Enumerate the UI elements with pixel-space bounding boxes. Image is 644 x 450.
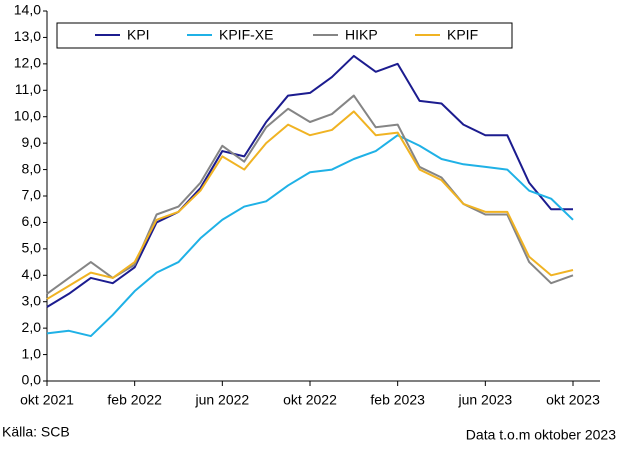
y-tick-label: 5,0 (22, 240, 42, 256)
y-tick-label: 10,0 (14, 107, 41, 123)
y-tick-label: 2,0 (22, 319, 42, 335)
series-line (46, 134, 574, 338)
x-tick-label: feb 2023 (370, 392, 425, 408)
y-tick-label: 8,0 (22, 160, 42, 176)
x-tick-label: okt 2021 (20, 392, 74, 408)
x-tick-label: jun 2023 (457, 392, 512, 408)
y-tick-label: 3,0 (22, 292, 42, 308)
series-line (46, 94, 574, 295)
legend-label: KPIF (447, 27, 478, 43)
y-tick-label: 0,0 (22, 372, 42, 388)
legend-label: HIKP (345, 27, 378, 43)
y-tick-label: 7,0 (22, 187, 42, 203)
legend-box (56, 22, 513, 49)
y-tick-label: 1,0 (22, 345, 42, 361)
note: Data t.o.m oktober 2023 (466, 427, 616, 443)
legend-label: KPI (127, 27, 150, 43)
series-line (46, 110, 574, 300)
y-tick-label: 4,0 (22, 266, 42, 282)
legend-label: KPIF-XE (219, 27, 273, 43)
x-tick-label: okt 2022 (283, 392, 337, 408)
y-tick-label: 6,0 (22, 213, 42, 229)
y-tick-label: 12,0 (14, 55, 41, 71)
y-tick-label: 14,0 (14, 2, 41, 18)
series-line (46, 54, 573, 308)
x-tick-label: okt 2023 (546, 392, 600, 408)
x-tick-label: jun 2022 (194, 392, 249, 408)
x-tick-label: feb 2022 (107, 392, 162, 408)
source: Källa: SCB (2, 424, 70, 440)
y-tick-label: 9,0 (22, 134, 42, 150)
y-tick-label: 13,0 (14, 28, 41, 44)
y-tick-label: 11,0 (15, 81, 41, 97)
